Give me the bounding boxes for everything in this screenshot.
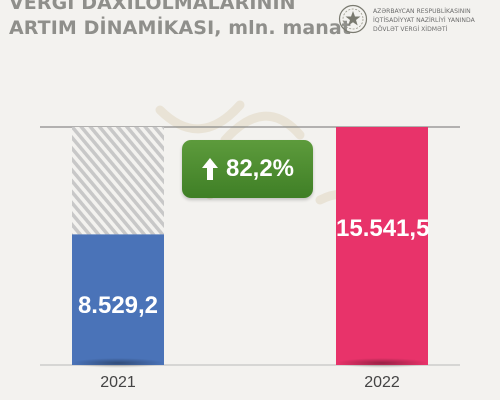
emblem-icon bbox=[338, 4, 368, 34]
bar-value-label-2022: 15.541,5 bbox=[336, 215, 430, 242]
growth-badge: 82,2% bbox=[182, 140, 313, 198]
org-name: AZƏRBAYCAN RESPUBLİKASININ İQTİSADİYYAT … bbox=[373, 7, 475, 34]
title-line-1: VERGİ DAXİLOLMALARININ bbox=[9, 0, 296, 14]
bar-shadow-2022 bbox=[336, 358, 428, 368]
bar-value-label-2021: 8.529,2 bbox=[77, 291, 159, 319]
org-logo: AZƏRBAYCAN RESPUBLİKASININ İQTİSADİYYAT … bbox=[338, 4, 500, 40]
x-tick-label-2022: 2022 bbox=[364, 374, 400, 391]
org-line-1: AZƏRBAYCAN RESPUBLİKASININ bbox=[373, 8, 471, 15]
title-line-2: ARTIM DİNAMİKASI, mln. manat bbox=[9, 17, 351, 39]
arrow-up-icon bbox=[201, 158, 218, 180]
bar-2022 bbox=[336, 127, 428, 365]
bar-2021 bbox=[72, 234, 164, 365]
bar-shadow-2021 bbox=[72, 358, 164, 368]
org-line-3: DÖVLƏT VERGİ XİDMƏTİ bbox=[373, 26, 448, 33]
chart-title: VERGİ DAXİLOLMALARININ ARTIM DİNAMİKASI,… bbox=[9, 0, 351, 41]
x-tick-label-2021: 2021 bbox=[100, 374, 136, 391]
bar-remainder-2021 bbox=[72, 127, 164, 235]
growth-percent: 82,2% bbox=[225, 155, 295, 182]
org-line-2: İQTİSADİYYAT NAZİRLİYİ YANINDA bbox=[373, 17, 475, 24]
